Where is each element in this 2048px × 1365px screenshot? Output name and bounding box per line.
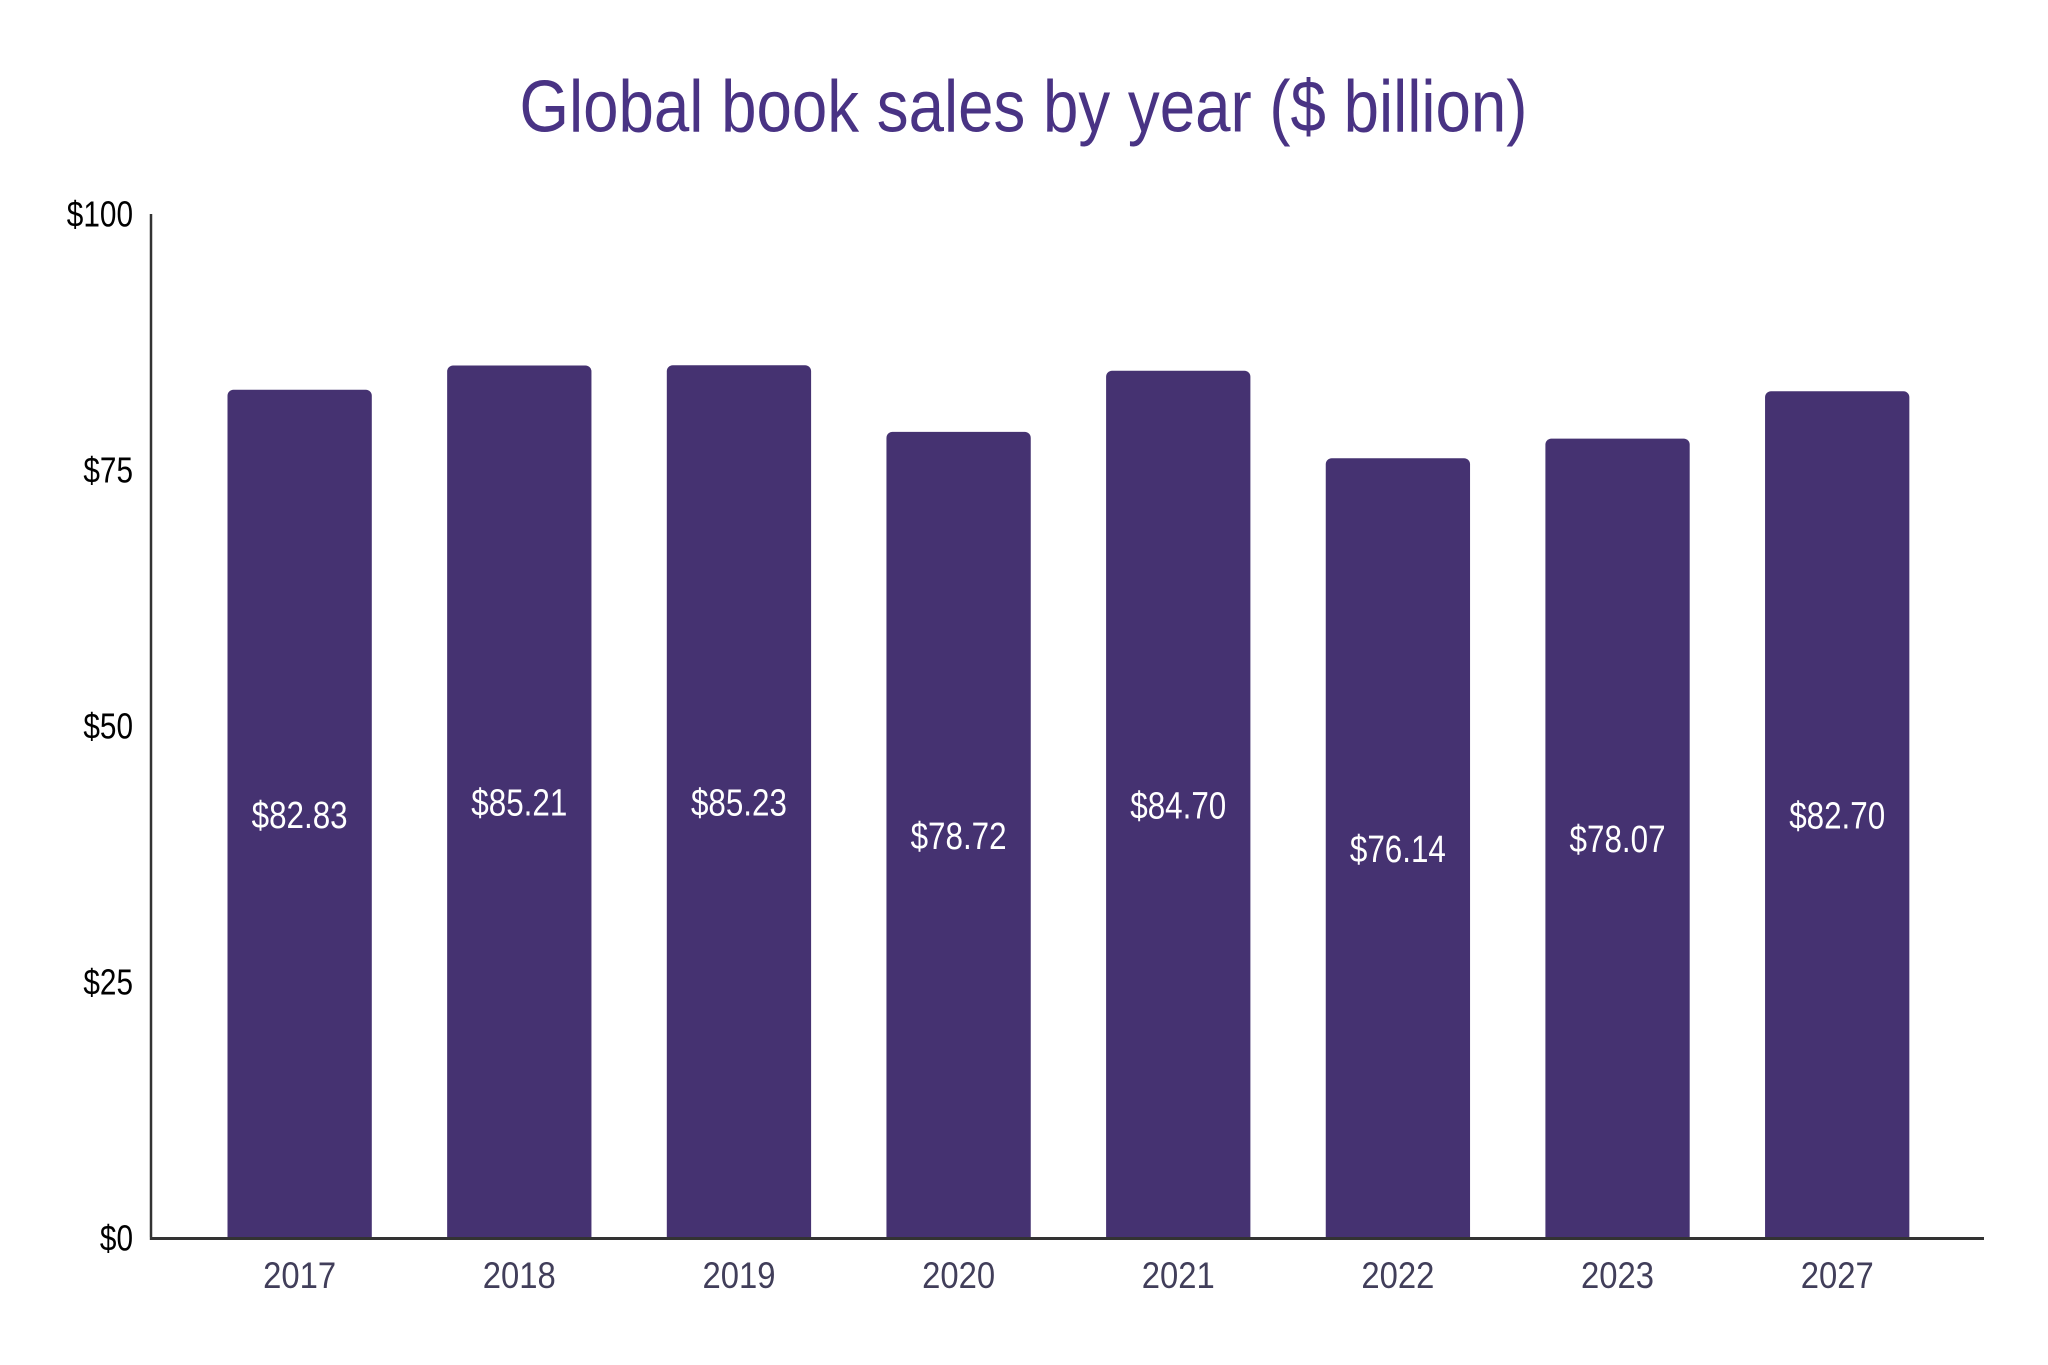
svg-text:$82.70: $82.70 [1789,795,1885,838]
svg-text:2022: 2022 [1361,1255,1434,1296]
svg-text:$75: $75 [83,450,133,491]
svg-text:$100: $100 [67,194,133,235]
svg-text:$0: $0 [100,1218,133,1259]
svg-text:2017: 2017 [263,1255,336,1296]
svg-text:2027: 2027 [1801,1255,1874,1296]
svg-text:2023: 2023 [1581,1255,1654,1296]
svg-text:2019: 2019 [702,1255,775,1296]
svg-text:$78.72: $78.72 [911,815,1007,858]
svg-text:$25: $25 [83,962,133,1003]
svg-text:Global book sales by year ($ b: Global book sales by year ($ billion) [520,67,1528,148]
svg-text:$82.83: $82.83 [252,794,348,837]
svg-text:2021: 2021 [1142,1255,1215,1296]
svg-text:$85.23: $85.23 [691,782,787,825]
svg-text:$76.14: $76.14 [1350,828,1446,871]
svg-text:$50: $50 [83,706,133,747]
svg-text:$85.21: $85.21 [471,782,567,825]
svg-text:$84.70: $84.70 [1130,784,1226,827]
svg-text:2018: 2018 [483,1255,556,1296]
svg-text:2020: 2020 [922,1255,995,1296]
svg-text:$78.07: $78.07 [1570,818,1666,861]
